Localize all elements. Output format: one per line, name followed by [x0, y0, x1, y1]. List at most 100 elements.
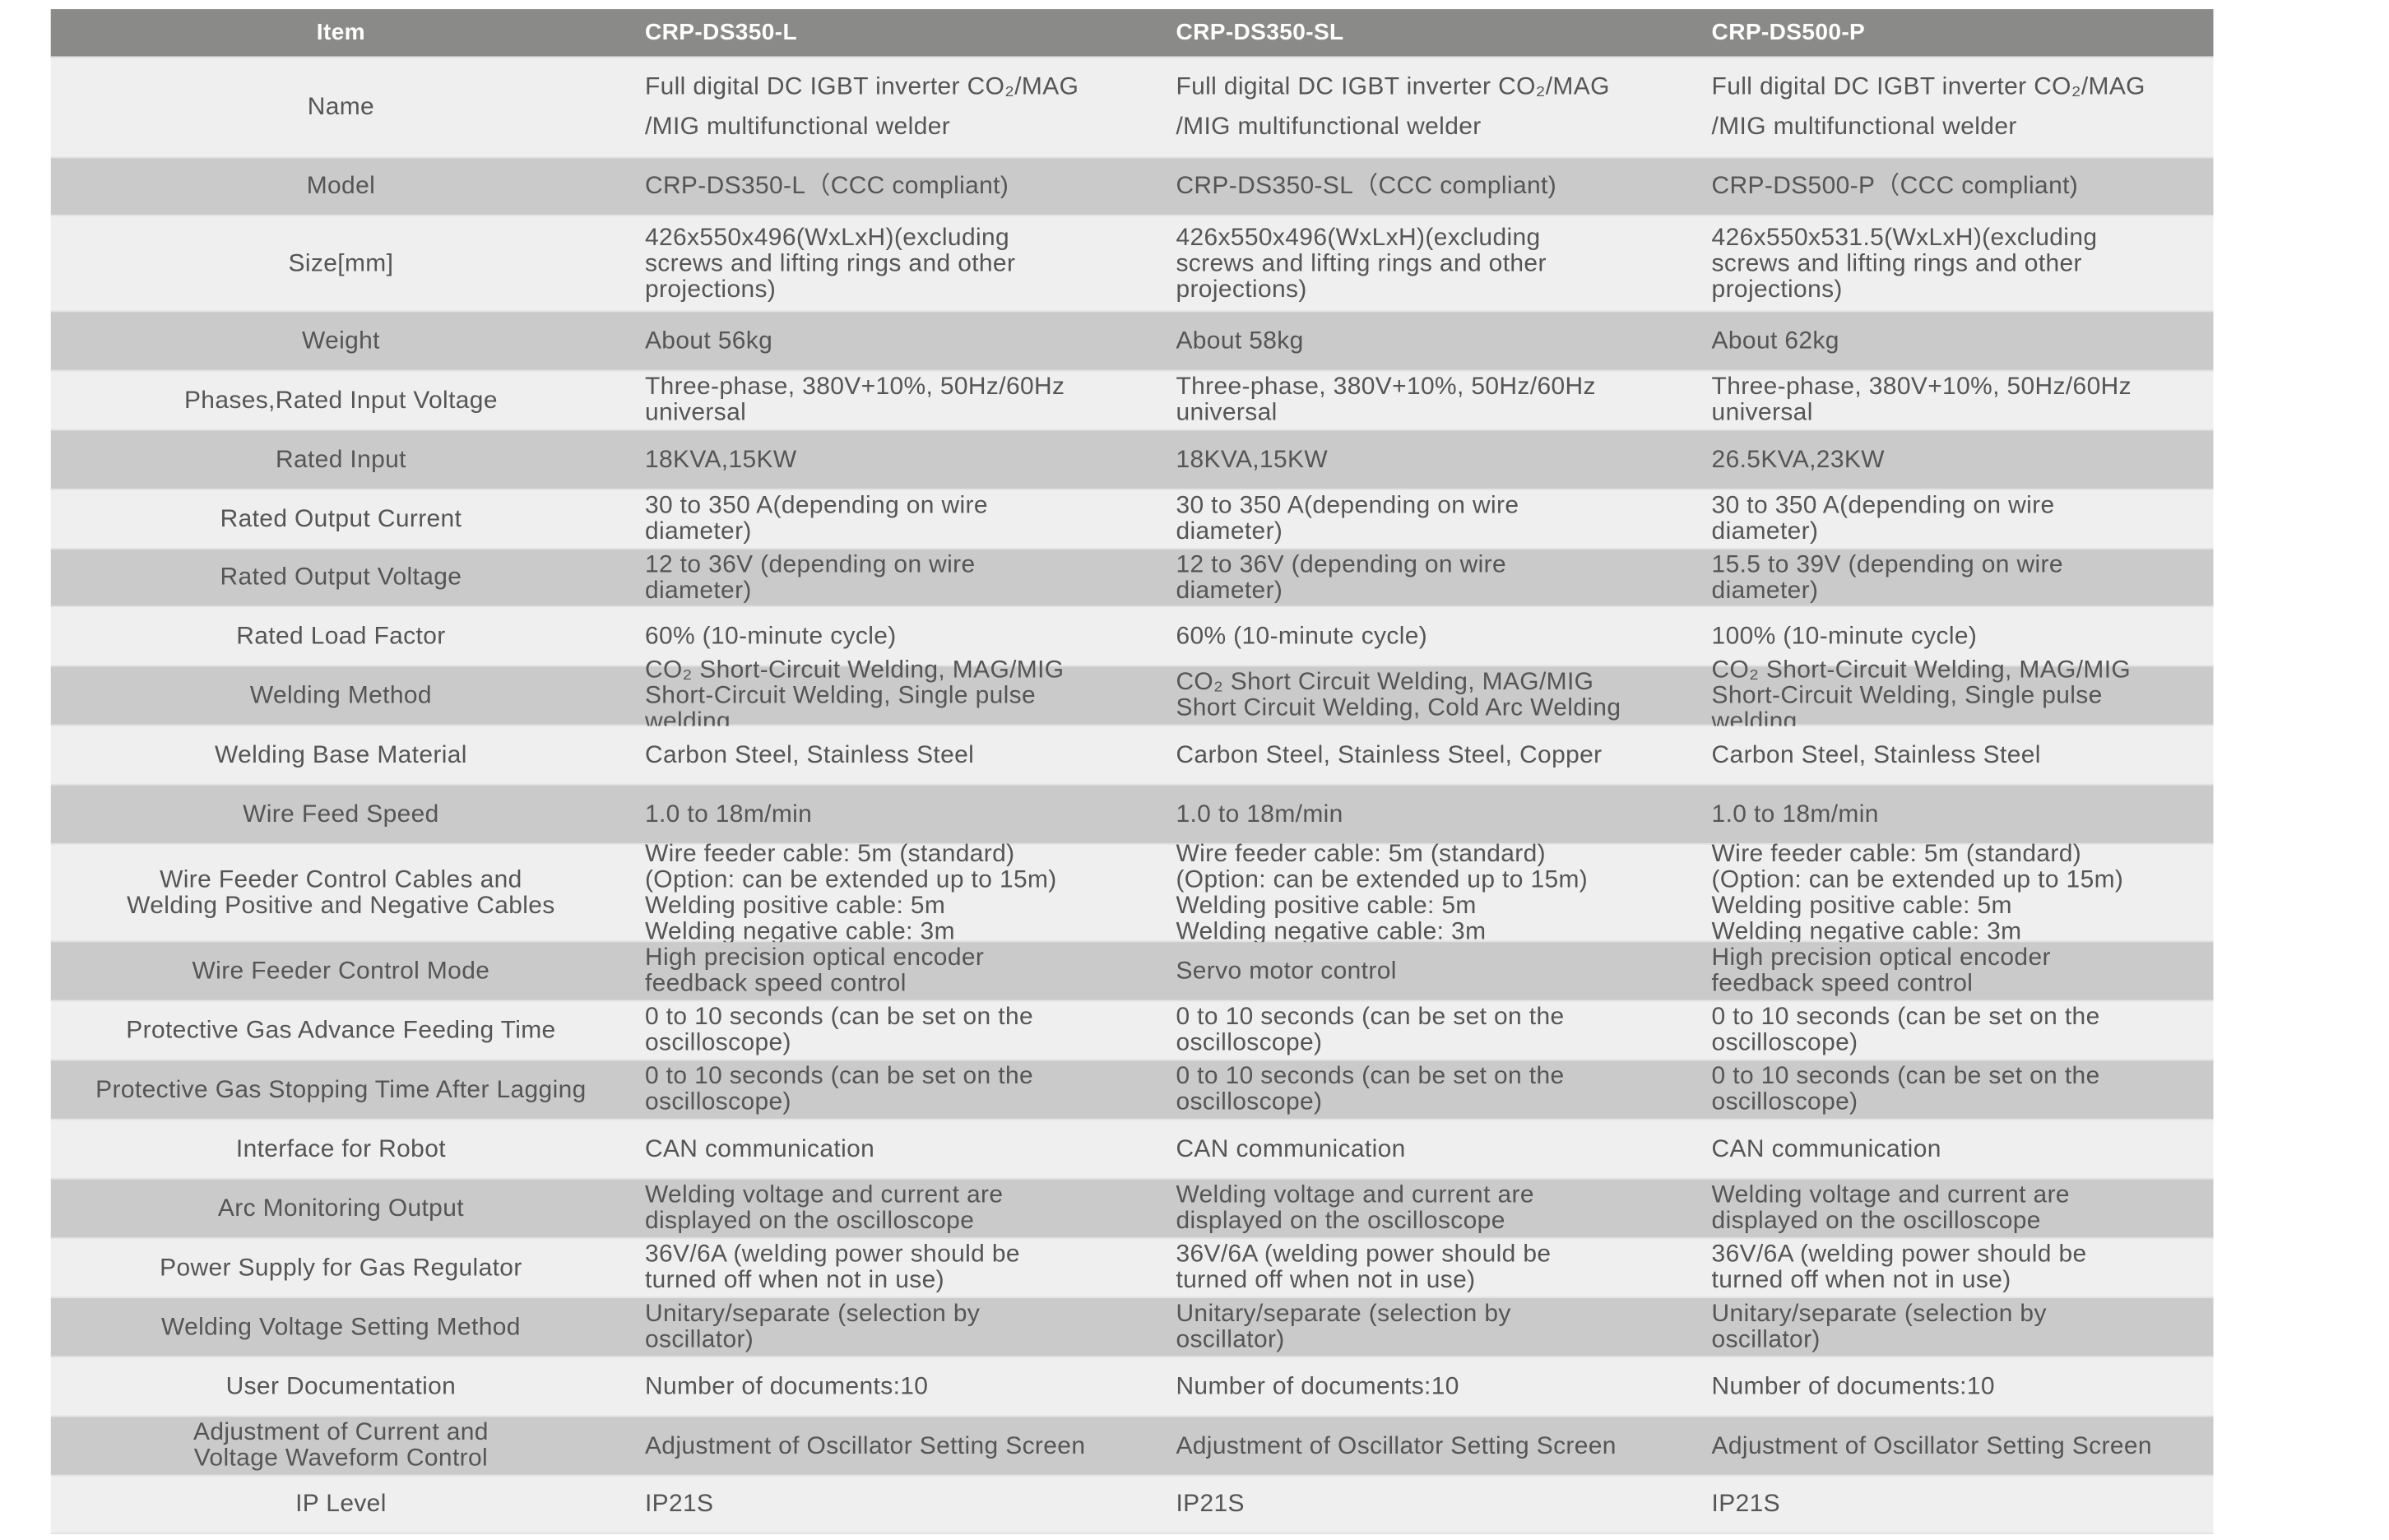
cell-model-1: Wire feeder cable: 5m (standard) (Option… — [644, 841, 1057, 944]
cell-model-2: 30 to 350 A(depending on wire diameter) — [1176, 493, 1519, 545]
cell-model-3: Welding voltage and current are displaye… — [1711, 1182, 2070, 1235]
cell-model-2: 1.0 to 18m/min — [1176, 801, 1343, 828]
header-model-1: CRP-DS350-L — [644, 20, 797, 46]
cell-model-3: Full digital DC IGBT inverter CO₂/MAG /M… — [1711, 73, 2145, 140]
header-model-3: CRP-DS500-P — [1711, 20, 1866, 46]
cell-model-3: 100% (10-minute cycle) — [1711, 623, 1978, 650]
cell-model-1: About 56kg — [644, 327, 773, 355]
table-row: Name Full digital DC IGBT inverter CO₂/MA… — [50, 58, 2214, 159]
cell-model-3: 0 to 10 seconds (can be set on the oscil… — [1711, 1004, 2100, 1056]
cell-model-2: CAN communication — [1176, 1136, 1406, 1162]
cell-model-1: Full digital DC IGBT inverter CO₂/MAG /M… — [644, 73, 1079, 140]
cell-item: Adjustment of Current and Voltage Wavefo… — [193, 1420, 489, 1472]
cell-model-3: Number of documents:10 — [1711, 1373, 1995, 1400]
cell-model-1: 426x550x496(WxLxH)(excluding screws and … — [644, 224, 1016, 303]
cell-model-3: CO₂ Short-Circuit Welding, MAG/MIG Short… — [1711, 656, 2132, 735]
cell-model-3: Carbon Steel, Stainless Steel — [1711, 741, 2041, 768]
cell-model-1: Carbon Steel, Stainless Steel — [644, 741, 975, 768]
cell-model-2: Welding voltage and current are displaye… — [1176, 1182, 1534, 1235]
table-row: Protective Gas Stopping Time After Laggi… — [50, 1060, 2214, 1120]
cell-model-1: 0 to 10 seconds (can be set on the oscil… — [644, 1004, 1034, 1056]
cell-model-3: 15.5 to 39V (depending on wire diameter) — [1711, 551, 2063, 604]
cell-model-3: 426x550x531.5(WxLxH)(excluding screws an… — [1711, 224, 2098, 303]
cell-item: User Documentation — [225, 1373, 457, 1400]
cell-model-3: 26.5KVA,23KW — [1711, 446, 1885, 473]
table-row: Size[mm] 426x550x496(WxLxH)(excluding scr… — [50, 216, 2214, 313]
cell-model-1: Three-phase, 380V+10%, 50Hz/60Hz univers… — [644, 374, 1065, 426]
cell-model-2: Carbon Steel, Stainless Steel, Copper — [1176, 741, 1603, 768]
cell-model-3: Unitary/separate (selection by oscillato… — [1711, 1301, 2047, 1353]
table-row: Rated Load Factor 60% (10-minute cycle) 60… — [50, 607, 2214, 667]
cell-item: Wire Feeder Control Cables and Welding P… — [127, 866, 555, 919]
cell-model-3: 30 to 350 A(depending on wire diameter) — [1711, 493, 2055, 545]
cell-model-2: Servo motor control — [1176, 958, 1397, 985]
cell-model-3: 1.0 to 18m/min — [1711, 801, 1879, 828]
cell-item: Rated Output Current — [220, 506, 462, 532]
cell-item: Protective Gas Stopping Time After Laggi… — [95, 1076, 587, 1103]
cell-model-2: 12 to 36V (depending on wire diameter) — [1176, 551, 1507, 604]
cell-model-2: Full digital DC IGBT inverter CO₂/MAG /M… — [1176, 73, 1610, 140]
cell-model-2: Adjustment of Oscillator Setting Screen — [1176, 1432, 1617, 1459]
table-row: Model CRP-DS350-L（CCC compliant) CRP-DS350… — [50, 158, 2214, 216]
cell-model-2: Unitary/separate (selection by oscillato… — [1176, 1301, 1511, 1353]
cell-item: Protective Gas Advance Feeding Time — [126, 1017, 556, 1044]
cell-model-1: 0 to 10 seconds (can be set on the oscil… — [644, 1064, 1034, 1116]
table-header: Item CRP-DS350-L CRP-DS350-SL CRP-DS500-P — [50, 9, 2214, 58]
table-row: Welding Method CO₂ Short-Circuit Welding,… — [50, 656, 2214, 735]
cell-item: Name — [307, 93, 375, 120]
header-model-2: CRP-DS350-SL — [1176, 20, 1344, 46]
table-row: IP Level IP21S IP21S IP21S — [50, 1476, 2214, 1534]
table-row: Rated Output Current 30 to 350 A(dependin… — [50, 489, 2214, 550]
cell-model-2: 426x550x496(WxLxH)(excluding screws and … — [1176, 224, 1547, 303]
cell-model-2: Wire feeder cable: 5m (standard) (Option… — [1176, 841, 1589, 944]
header-item: Item — [316, 20, 366, 46]
cell-item: Wire Feed Speed — [243, 801, 439, 828]
table-row: Rated Output Voltage 12 to 36V (depending… — [50, 549, 2214, 608]
table-row: Arc Monitoring Output Welding voltage and… — [50, 1179, 2214, 1239]
cell-item: Weight — [301, 327, 380, 355]
cell-model-3: 0 to 10 seconds (can be set on the oscil… — [1711, 1064, 2100, 1116]
table-row: Phases,Rated Input Voltage Three-phase, 3… — [50, 371, 2214, 431]
cell-item: Rated Load Factor — [236, 623, 446, 650]
table-row: User Documentation Number of documents:10… — [50, 1357, 2214, 1417]
cell-model-1: 18KVA,15KW — [644, 446, 797, 473]
cell-model-3: IP21S — [1711, 1491, 1780, 1518]
table-row: Power Supply for Gas Regulator 36V/6A (we… — [50, 1238, 2214, 1299]
cell-model-3: About 62kg — [1711, 327, 1839, 355]
cell-item: Power Supply for Gas Regulator — [160, 1255, 522, 1281]
cell-model-2: Number of documents:10 — [1176, 1373, 1459, 1400]
cell-item: Welding Voltage Setting Method — [161, 1314, 521, 1340]
table-row: Weight About 56kg About 58kg About 62kg — [50, 312, 2214, 372]
cell-model-1: CO₂ Short-Circuit Welding, MAG/MIG Short… — [644, 656, 1065, 735]
cell-model-2: 0 to 10 seconds (can be set on the oscil… — [1176, 1064, 1565, 1116]
cell-model-1: CAN communication — [644, 1136, 875, 1162]
cell-model-3: High precision optical encoder feedback … — [1711, 944, 2051, 997]
cell-model-3: 36V/6A (welding power should be turned o… — [1711, 1241, 2087, 1294]
cell-model-3: Three-phase, 380V+10%, 50Hz/60Hz univers… — [1711, 374, 2132, 426]
table-row: Wire Feed Speed 1.0 to 18m/min 1.0 to 18m/… — [50, 785, 2214, 845]
table-row: Wire Feeder Control Cables and Welding P… — [50, 841, 2214, 944]
cell-model-1: High precision optical encoder feedback … — [644, 944, 985, 997]
cell-model-1: 60% (10-minute cycle) — [644, 623, 897, 650]
cell-model-3: CRP-DS500-P（CCC compliant) — [1711, 173, 2079, 200]
cell-model-2: CO₂ Short Circuit Welding, MAG/MIG Short… — [1176, 670, 1621, 721]
table-row: Protective Gas Advance Feeding Time 0 to … — [50, 1001, 2214, 1061]
cell-model-1: CRP-DS350-L（CCC compliant) — [644, 173, 1009, 200]
cell-item: IP Level — [295, 1491, 387, 1518]
cell-item: Size[mm] — [288, 250, 394, 276]
cell-item: Welding Method — [249, 682, 432, 709]
cell-model-1: Number of documents:10 — [644, 1373, 929, 1400]
table-row: Welding Base Material Carbon Steel, Stain… — [50, 726, 2214, 786]
table-row: Adjustment of Current and Voltage Wavefo… — [50, 1417, 2214, 1477]
table-row: Rated Input 18KVA,15KW 18KVA,15KW 26.5KVA,2… — [50, 430, 2214, 490]
cell-model-3: Wire feeder cable: 5m (standard) (Option… — [1711, 841, 2124, 944]
cell-item: Wire Feeder Control Mode — [192, 958, 490, 985]
cell-model-3: CAN communication — [1711, 1136, 1941, 1162]
cell-model-2: 60% (10-minute cycle) — [1176, 623, 1428, 650]
cell-model-2: CRP-DS350-SL（CCC compliant) — [1176, 173, 1557, 200]
cell-model-1: IP21S — [644, 1491, 714, 1518]
cell-model-2: 36V/6A (welding power should be turned o… — [1176, 1241, 1552, 1294]
cell-model-1: Unitary/separate (selection by oscillato… — [644, 1301, 981, 1353]
table-row: Wire Feeder Control Mode High precision o… — [50, 942, 2214, 1002]
